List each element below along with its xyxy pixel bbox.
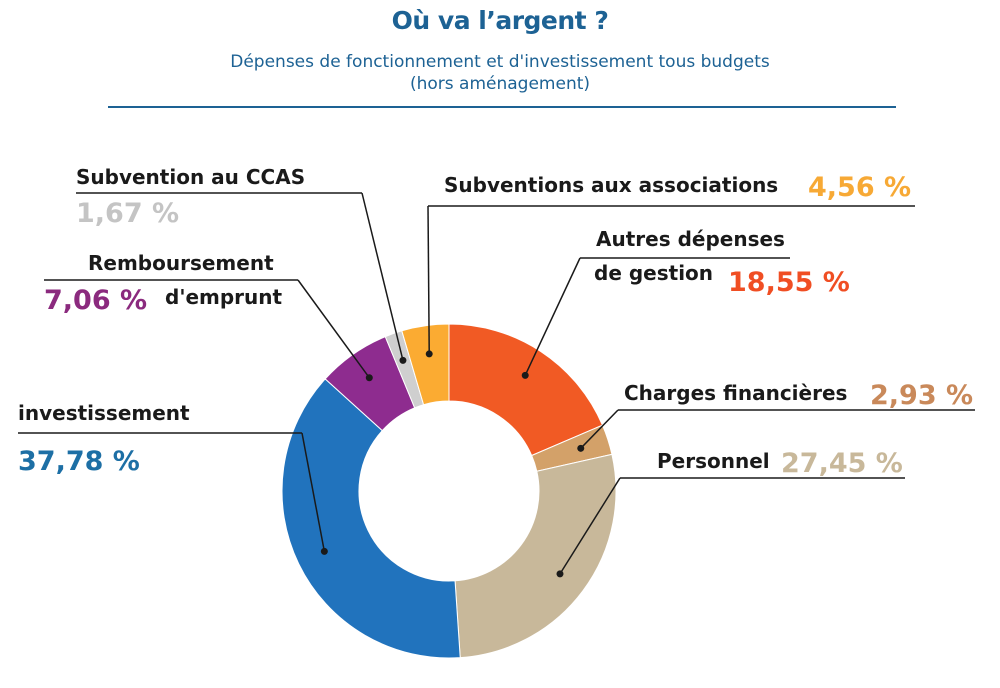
slice-pct-personnel: 27,45 % <box>781 448 903 479</box>
leader-dot-investissement <box>320 547 328 555</box>
leader-remboursement-d-emprunt <box>297 279 370 379</box>
slice-pct-subvention-au-ccas: 1,67 % <box>76 198 179 229</box>
slice-labels: Autres dépenses de gestion 18,55 % Charges … <box>18 165 973 479</box>
subtitle-line-2: (hors aménagement) <box>409 74 591 94</box>
slice-pct-charges-financieres: 2,93 % <box>870 380 973 411</box>
slice-pct-remboursement-d-emprunt: 7,06 % <box>44 285 147 316</box>
slice-label-autres-depenses-de-gestion-line-2: de gestion <box>594 261 713 285</box>
leader-autres-depenses-de-gestion <box>524 257 581 376</box>
leader-dot-remboursement-d-emprunt <box>365 374 373 382</box>
leader-personnel <box>559 477 621 575</box>
slice-pct-autres-depenses-de-gestion: 18,55 % <box>728 267 850 298</box>
leader-dot-personnel <box>556 570 564 578</box>
slice-personnel <box>454 453 617 659</box>
leader-dot-charges-financieres <box>577 444 585 452</box>
slice-pct-subventions-aux-associations: 4,56 % <box>808 172 911 203</box>
leader-dot-autres-depenses-de-gestion <box>521 371 529 379</box>
slice-label-autres-depenses-de-gestion-line-1: Autres dépenses <box>596 227 785 251</box>
slice-label-charges-financieres: Charges financières <box>624 381 847 405</box>
slice-pct-investissement: 37,78 % <box>18 446 140 477</box>
slice-investissement <box>281 378 461 659</box>
leader-dot-subventions-aux-associations <box>425 350 433 358</box>
slice-label-personnel: Personnel <box>657 449 770 473</box>
leader-subventions-aux-associations <box>427 205 430 354</box>
donut-slices <box>281 323 617 659</box>
slice-label-remboursement-d-emprunt-line-2: d'emprunt <box>165 285 283 309</box>
slice-autres-depenses-de-gestion <box>448 323 604 457</box>
subtitle-line-1: Dépenses de fonctionnement et d'investis… <box>230 52 770 72</box>
leader-investissement <box>301 432 326 552</box>
title-divider <box>108 106 896 108</box>
slice-label-subventions-aux-associations: Subventions aux associations <box>444 173 778 197</box>
leader-lines <box>18 192 975 578</box>
slice-label-remboursement-d-emprunt-line-1: Remboursement <box>88 251 274 275</box>
page-title: Où va l’argent ? <box>391 6 609 35</box>
leader-dot-subvention-au-ccas <box>399 356 407 364</box>
page-subtitle: Dépenses de fonctionnement et d'investis… <box>0 51 1000 95</box>
leader-subvention-au-ccas <box>361 192 404 361</box>
leader-charges-financieres <box>580 409 619 449</box>
slice-label-investissement: investissement <box>18 401 190 425</box>
slice-subventions-aux-associations <box>401 323 450 406</box>
slice-label-subvention-au-ccas: Subvention au CCAS <box>76 165 305 189</box>
